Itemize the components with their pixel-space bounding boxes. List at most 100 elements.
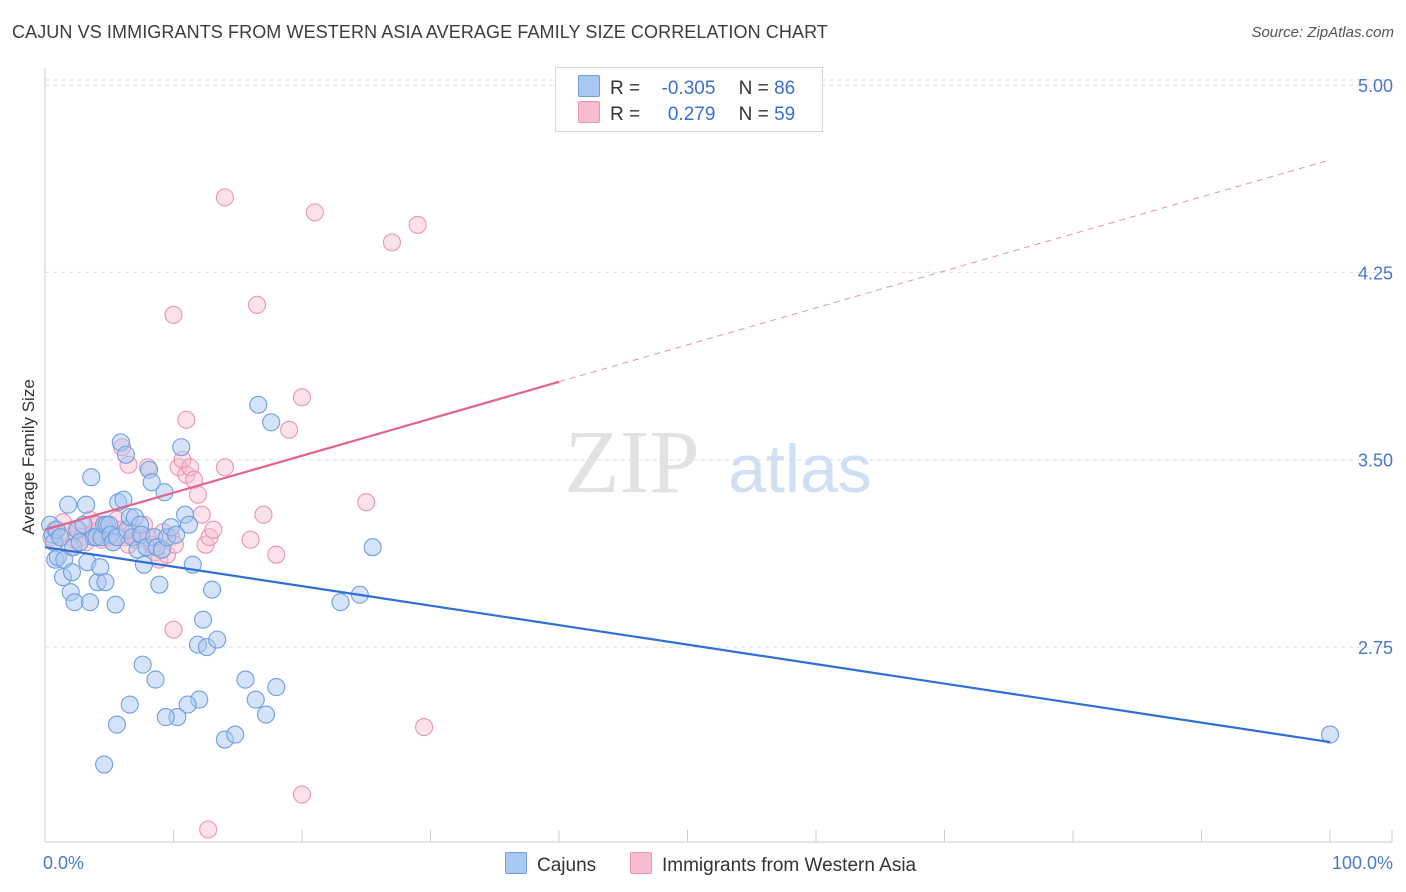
correlation-legend: R = -0.305 N = 86 R = 0.279 N = 59 (555, 67, 823, 132)
trend-lines (44, 159, 1331, 744)
data-point-cajuns (150, 575, 169, 594)
trend-line-immigrants (44, 380, 560, 531)
watermark: ZIP atlas (565, 413, 872, 512)
data-point-immigrants (254, 505, 273, 524)
data-point-cajuns (249, 395, 268, 414)
data-point-cajuns (133, 655, 152, 674)
legend-n-label: N = (738, 104, 769, 125)
data-point-immigrants (247, 295, 267, 314)
data-point-immigrants (188, 485, 207, 504)
x-tick-labels: 0.0% 100.0% (43, 853, 1393, 873)
data-point-cajuns (208, 630, 227, 649)
data-point-cajuns (80, 593, 100, 612)
data-point-cajuns (146, 670, 165, 689)
data-point-immigrants (267, 545, 286, 564)
data-point-cajuns (194, 610, 213, 629)
watermark-atlas: atlas (728, 431, 872, 507)
data-point-cajuns (178, 695, 197, 714)
bottom-legend-label: Cajuns (537, 855, 597, 876)
legend-swatch-pink (578, 101, 600, 123)
source-label: Source: ZipAtlas.com (1251, 24, 1394, 41)
data-point-immigrants (408, 215, 427, 234)
legend-row-immigrants: R = 0.279 N = 59 (578, 101, 795, 127)
series-cajuns-points (41, 395, 1340, 774)
y-tick-labels: 2.75 3.50 4.25 5.00 (1358, 76, 1393, 658)
bottom-legend-cajuns: Cajuns (505, 852, 596, 877)
bottom-legend-immigrants: Immigrants from Western Asia (630, 852, 916, 877)
data-point-cajuns (116, 445, 136, 464)
axes (44, 68, 1393, 843)
data-point-cajuns (62, 563, 82, 582)
data-point-immigrants (177, 410, 196, 429)
legend-r-value: 0.279 (667, 104, 716, 125)
data-point-cajuns (65, 593, 84, 612)
legend-n-value: 86 (774, 78, 796, 99)
data-point-cajuns (363, 538, 382, 557)
data-point-immigrants (215, 458, 234, 477)
data-point-cajuns (1320, 725, 1340, 744)
data-point-cajuns (106, 595, 125, 614)
data-point-cajuns (246, 690, 265, 709)
data-point-cajuns (236, 670, 255, 689)
data-point-immigrants (241, 530, 260, 549)
chart-title: CAJUN VS IMMIGRANTS FROM WESTERN ASIA AV… (12, 22, 828, 42)
bottom-legend-swatch-pink (630, 852, 652, 874)
y-axis-label: Average Family Size (19, 379, 38, 535)
data-point-cajuns (156, 708, 175, 727)
bottom-legend-label: Immigrants from Western Asia (662, 855, 917, 876)
data-point-cajuns (155, 483, 174, 502)
data-point-immigrants (215, 188, 234, 207)
data-point-cajuns (179, 515, 198, 534)
data-point-cajuns (331, 593, 350, 612)
legend-r-label: R = (610, 78, 641, 99)
data-point-immigrants (280, 420, 299, 439)
legend-n-value: 59 (774, 104, 796, 125)
data-point-cajuns (226, 725, 245, 744)
data-point-cajuns (77, 495, 96, 514)
data-point-cajuns (91, 558, 110, 577)
trend-line-immigrants-extension (558, 159, 1331, 383)
y-tick-label: 3.50 (1358, 451, 1393, 471)
data-point-cajuns (82, 468, 101, 487)
legend-r-value: -0.305 (661, 78, 716, 99)
data-point-immigrants (357, 493, 376, 512)
data-point-immigrants (199, 820, 218, 839)
data-point-immigrants (305, 203, 324, 222)
data-point-immigrants (164, 620, 183, 639)
legend-r-label: R = (610, 104, 641, 125)
data-point-cajuns (203, 580, 222, 599)
data-point-cajuns (267, 678, 286, 697)
data-point-immigrants (164, 305, 183, 324)
legend-row-cajuns: R = -0.305 N = 86 (578, 75, 795, 101)
y-tick-label: 2.75 (1358, 638, 1393, 658)
y-tick-label: 5.00 (1358, 76, 1393, 96)
y-tick-label: 4.25 (1358, 263, 1393, 283)
data-point-cajuns (120, 695, 139, 714)
data-point-cajuns (172, 438, 191, 457)
watermark-zip: ZIP (565, 413, 700, 512)
data-point-cajuns (96, 573, 115, 592)
data-point-immigrants (204, 520, 223, 539)
data-point-immigrants (292, 785, 312, 804)
data-point-cajuns (51, 528, 70, 547)
data-point-immigrants (292, 388, 312, 407)
data-point-cajuns (142, 473, 161, 492)
data-point-cajuns (95, 755, 114, 774)
x-tick-label: 100.0% (1332, 853, 1393, 873)
legend-swatch-blue (578, 75, 600, 97)
data-point-cajuns (134, 555, 153, 574)
data-point-cajuns (262, 413, 281, 432)
x-tick-label: 0.0% (43, 853, 84, 873)
grid-lines (45, 79, 1392, 648)
data-point-cajuns (167, 525, 186, 544)
trend-line-cajuns (44, 546, 1331, 744)
data-point-cajuns (256, 705, 276, 724)
data-point-immigrants (415, 718, 434, 737)
legend-n-label: N = (738, 78, 769, 99)
bottom-legend-swatch-blue (505, 852, 527, 874)
data-point-immigrants (382, 233, 402, 252)
data-point-cajuns (59, 495, 78, 514)
data-point-immigrants (185, 470, 204, 489)
data-point-cajuns (107, 715, 127, 734)
